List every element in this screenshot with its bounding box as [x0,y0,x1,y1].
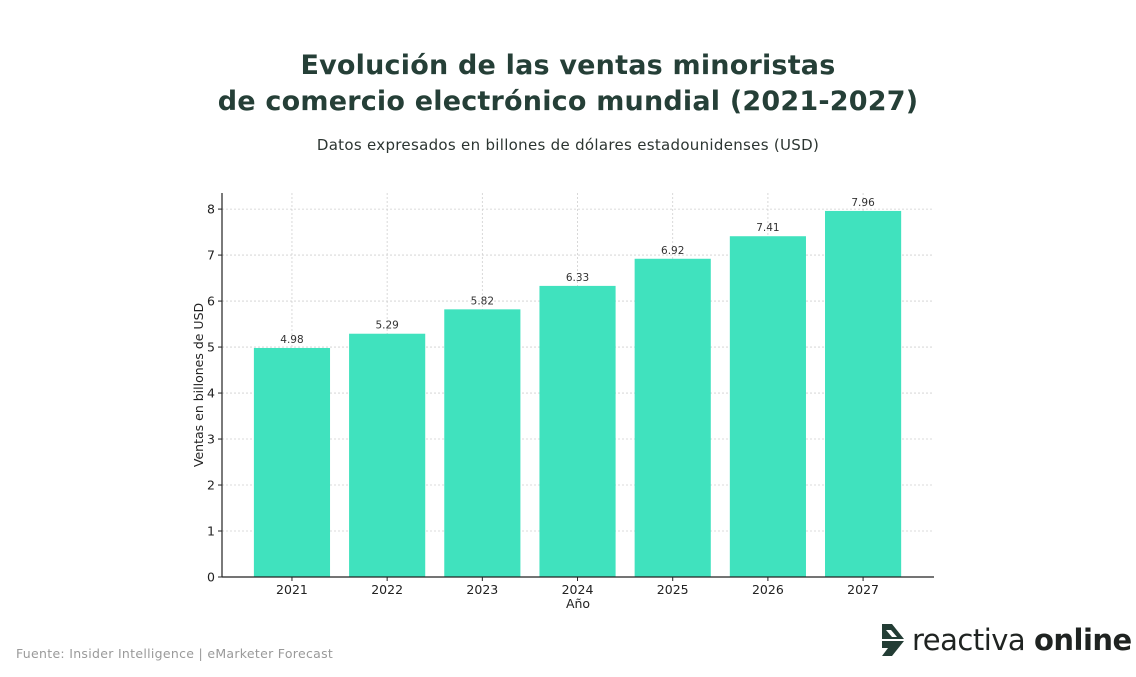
data-label-2022: 5.29 [375,320,398,332]
y-tick-label: 8 [207,202,215,217]
x-tick-label: 2026 [752,582,784,597]
y-tick-label: 4 [207,386,215,401]
chart-title-line-2: de comercio electrónico mundial (2021-20… [217,86,919,117]
y-tick-label: 2 [207,478,215,493]
data-label-2027: 7.96 [851,197,875,209]
bar-2023 [444,309,521,577]
data-label-2026: 7.41 [756,222,779,234]
x-tick-label: 2023 [466,582,498,597]
x-tick-label: 2027 [847,582,879,597]
y-tick-label: 1 [207,524,215,539]
bar-2021 [253,347,331,577]
reactiva-arrow-icon [882,624,904,656]
y-tick-label: 5 [207,340,215,355]
y-tick-label: 3 [207,432,215,447]
bar-2024 [539,285,616,577]
data-labels: 4.98 5.29 5.82 6.33 6.92 7.41 7.96 [280,197,875,346]
x-axis-label: Año [566,596,590,611]
bar-2022 [349,333,426,577]
brand-name-light: reactiva [912,623,1026,657]
y-tick-label: 6 [207,294,215,309]
chart-title-line-1: Evolución de las ventas minoristas [300,50,836,81]
bar-2026 [729,236,806,577]
axes: 0 1 2 3 4 5 6 7 8 2021 2022 2023 2024 2025 2026 2027 [207,193,934,597]
y-tick-label: 0 [207,570,215,585]
data-label-2023: 5.82 [471,295,494,307]
data-label-2021: 4.98 [280,334,303,346]
y-axis-label: Ventas en billones de USD [191,303,206,467]
x-tick-label: 2025 [657,582,689,597]
x-tick-label: 2024 [562,582,594,597]
bar-2027 [825,210,902,577]
chart-title: Evolución de las ventas minoristas de co… [0,48,1136,120]
x-tick-label: 2021 [276,582,308,597]
y-tick-label: 7 [207,248,215,263]
bars [253,210,902,577]
bar-2025 [634,258,711,577]
data-label-2025: 6.92 [661,245,684,257]
brand-logo: reactiva online [880,620,1132,660]
chart-subtitle: Datos expresados en billones de dólares … [316,136,820,154]
x-tick-label: 2022 [371,582,403,597]
source-note: Fuente: Insider Intelligence | eMarketer… [16,646,334,661]
data-label-2024: 6.33 [566,272,589,284]
brand-name: reactiva online [912,620,1132,660]
brand-name-bold: online [1033,623,1132,657]
